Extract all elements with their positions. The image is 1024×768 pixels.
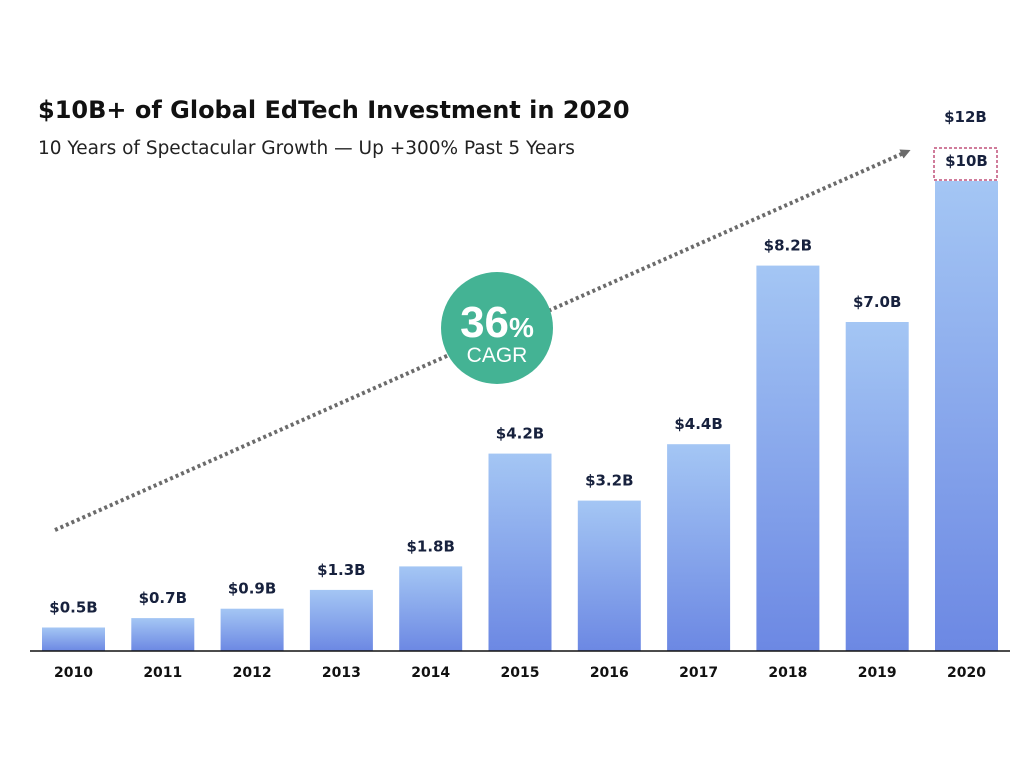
x-tick-label-2014: 2014 <box>411 665 450 681</box>
cagr-badge: 36% CAGR <box>441 272 553 384</box>
x-tick-label-2015: 2015 <box>501 665 540 681</box>
bar-2016 <box>577 500 641 651</box>
x-tick-label-2010: 2010 <box>54 665 93 681</box>
x-tick-label-2016: 2016 <box>590 665 629 681</box>
x-tick-label-2018: 2018 <box>768 665 807 681</box>
bar-2015 <box>488 453 552 651</box>
bar-value-label-2010: $0.5B <box>49 599 97 617</box>
x-tick-label-2017: 2017 <box>679 665 718 681</box>
projection-label: $12B <box>944 108 987 126</box>
bar-value-label-2016: $3.2B <box>585 472 633 490</box>
cagr-value: 36 <box>460 298 509 347</box>
bar-2018 <box>756 265 820 651</box>
projection-box <box>933 147 998 181</box>
x-tick-label-2019: 2019 <box>858 665 897 681</box>
bar-value-label-2020: $10B <box>945 152 988 170</box>
bar-2014 <box>399 566 463 651</box>
bar-value-label-2018: $8.2B <box>764 237 812 255</box>
bar-value-label-2013: $1.3B <box>317 561 365 579</box>
bar-2020 <box>935 181 998 651</box>
x-tick-label-2011: 2011 <box>143 665 182 681</box>
bar-value-label-2014: $1.8B <box>406 537 454 555</box>
svg-text:36%: 36% <box>460 298 534 347</box>
bar-value-label-2011: $0.7B <box>139 589 187 607</box>
bar-2013 <box>309 589 373 651</box>
bar-value-label-2019: $7.0B <box>853 293 901 311</box>
x-tick-label-2013: 2013 <box>322 665 361 681</box>
bar-value-label-2012: $0.9B <box>228 580 276 598</box>
cagr-unit: % <box>509 312 534 343</box>
bar-2017 <box>667 444 731 651</box>
x-tick-label-2020: 2020 <box>947 665 986 681</box>
bar-2012 <box>220 608 284 651</box>
bar-2019 <box>845 322 909 651</box>
chart-title: $10B+ of Global EdTech Investment in 202… <box>38 96 630 124</box>
bar-value-label-2015: $4.2B <box>496 425 544 443</box>
bar-2011 <box>131 618 195 651</box>
bar-value-label-2017: $4.4B <box>674 415 722 433</box>
cagr-label: CAGR <box>467 344 528 367</box>
bars-layer: $0.5B 2010 $0.7B 2011 $0.9B 2012 $1.3B 2013 $1.8… <box>42 152 998 681</box>
chart-subtitle: 10 Years of Spectacular Growth — Up +300… <box>38 138 575 159</box>
trend-arrow <box>54 149 911 532</box>
x-tick-label-2012: 2012 <box>233 665 272 681</box>
bar-2010 <box>42 627 105 651</box>
